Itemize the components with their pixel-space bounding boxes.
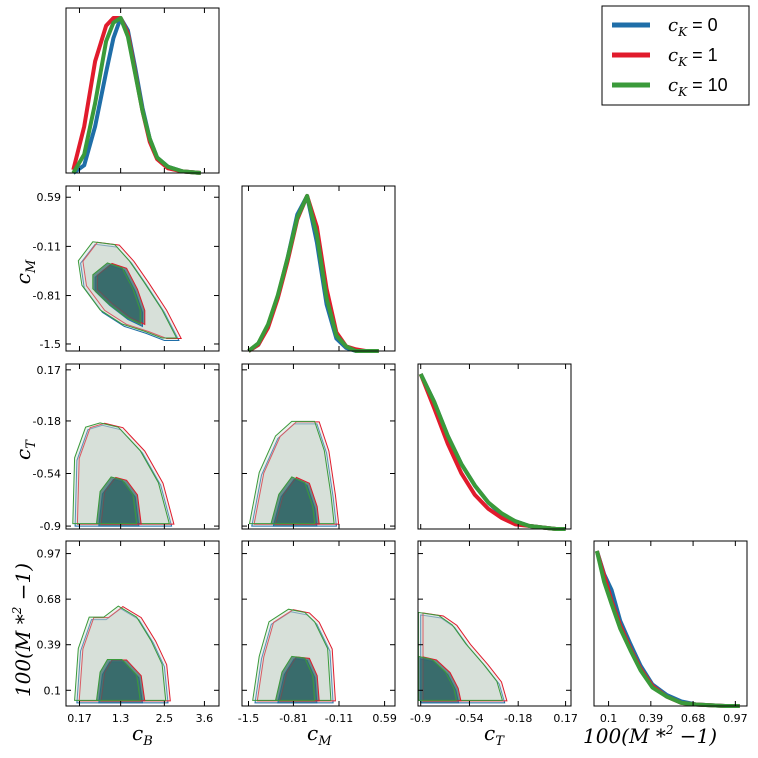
xtick-label-cB-3: 3.6 [196, 712, 214, 725]
xtick-label-cT-0: -0.9 [410, 712, 431, 725]
xtick-label-cB-1: 1.3 [112, 712, 130, 725]
xtick-label-M-1: 0.39 [639, 712, 664, 725]
panel-cB-cT [65, 363, 220, 530]
ytick-label-cT-1: -0.54 [33, 468, 61, 481]
xtick-label-cM-3: 0.59 [372, 712, 397, 725]
ytick-label-M-1: 0.39 [37, 639, 62, 652]
contour-inner-cM-M-s2 [274, 655, 316, 701]
xlabel-M: 100(M *2 −1) [583, 723, 717, 748]
marginal-cB-s2 [71, 16, 201, 175]
ytick-label-cT-0: -0.9 [40, 520, 61, 533]
contour-inner-cB-M-s2 [95, 659, 141, 701]
marginal-cB-s0 [72, 16, 201, 175]
marginal-cT-s2 [418, 373, 566, 531]
xtick-label-cM-0: -1.5 [238, 712, 259, 725]
marginal-cB-s1 [71, 16, 201, 175]
xlabel-cM: cM [307, 721, 332, 749]
ytick-label-cT-2: -0.18 [33, 415, 61, 428]
panel-cB-cB [65, 7, 220, 174]
xtick-label-cB-2: 2.5 [156, 712, 174, 725]
ylabel-M: 100(M *2 −1) [10, 563, 35, 697]
marginal-cM-s2 [247, 194, 379, 353]
xtick-label-cB-0: 0.17 [67, 712, 92, 725]
legend: cK = 0 cK = 1 cK = 10 [601, 5, 750, 106]
panel-cT-M [417, 540, 572, 707]
xtick-label-cM-2: -0.11 [325, 712, 353, 725]
xtick-label-cT-1: -0.54 [455, 712, 483, 725]
ytick-label-cM-0: -1.5 [40, 338, 61, 351]
panel-M-M [593, 540, 748, 707]
ytick-label-cT-3: 0.17 [37, 364, 62, 377]
contour-inner-cM-cT-s2 [270, 476, 316, 525]
panel-cM-cM [241, 185, 396, 352]
ytick-label-M-3: 0.97 [37, 548, 62, 561]
xtick-label-M-3: 0.97 [723, 712, 748, 725]
contour-outer-cB-cT-s2 [72, 422, 170, 525]
frame-layer: -1.5 -0.81 -0.11 0.59 -0.9 -0.54 -0.18 0.17 0.17… [33, 7, 748, 725]
ylabel-cM: cM [11, 259, 39, 284]
contour-outer-cM-cT-s1 [253, 421, 340, 525]
ytick-label-cM-3: 0.59 [37, 191, 62, 204]
xtick-label-M-2: 0.68 [681, 712, 706, 725]
ylabel-cT: cT [11, 439, 39, 460]
panel-cM-cT [241, 363, 396, 530]
ytick-label-cM-1: -0.81 [33, 290, 61, 303]
ytick-label-cM-2: -0.11 [33, 240, 61, 253]
xlabel-cB: cB [132, 721, 153, 749]
contour-inner-cB-cM-s2 [92, 262, 141, 325]
panel-cB-cM [65, 185, 220, 352]
ytick-label-M-0: 0.1 [44, 684, 62, 697]
panel-cM-M [241, 540, 396, 707]
contour-inner-cB-cT-s2 [95, 476, 138, 525]
marginal-layer [71, 16, 740, 708]
marginal-M-s2 [594, 550, 740, 708]
contour-layer [72, 241, 508, 704]
panel-cB-M [65, 540, 220, 707]
panel-cT-cT [417, 363, 572, 530]
contour-outer-cB-M-s2 [74, 605, 167, 701]
ytick-label-M-2: 0.68 [37, 593, 62, 606]
xtick-label-cT-3: 0.17 [553, 712, 578, 725]
xlabel-cT: cT [484, 721, 505, 749]
xtick-label-cM-1: -0.81 [279, 712, 307, 725]
xtick-label-cT-2: -0.18 [504, 712, 532, 725]
xtick-label-M-0: 0.1 [600, 712, 618, 725]
